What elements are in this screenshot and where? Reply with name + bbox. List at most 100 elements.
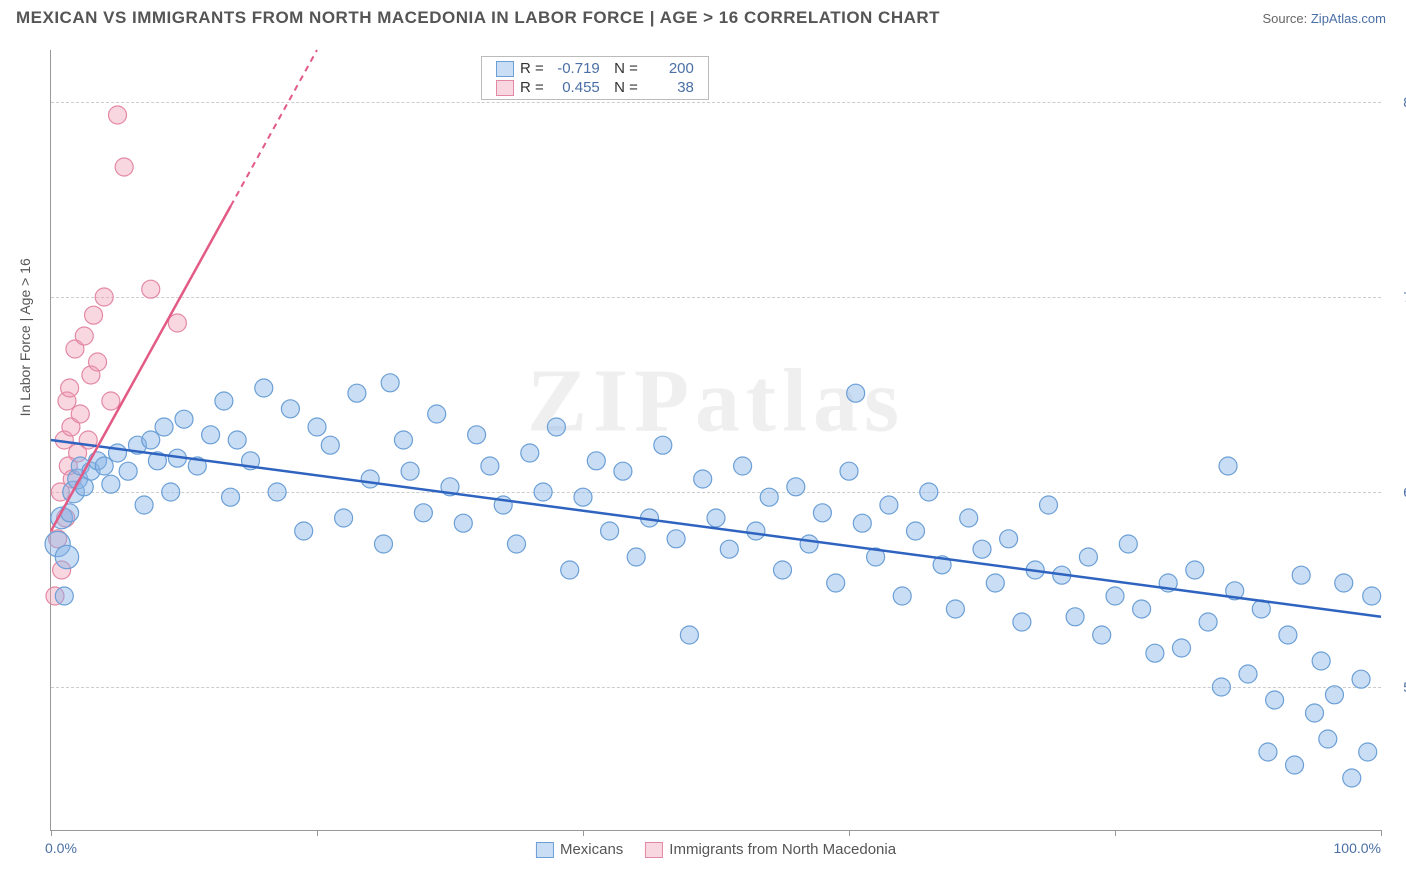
- y-tick-label: 72.5%: [1389, 289, 1406, 305]
- data-point: [1066, 608, 1084, 626]
- data-point: [454, 514, 472, 532]
- data-point: [175, 410, 193, 428]
- data-point: [1279, 626, 1297, 644]
- r-value-1: -0.719: [550, 60, 600, 77]
- data-point: [627, 548, 645, 566]
- legend-item: Mexicans: [536, 841, 623, 858]
- chart-plot-area: In Labor Force | Age > 16 57.5%65.0%72.5…: [50, 50, 1381, 831]
- y-axis-label: In Labor Force | Age > 16: [17, 258, 33, 416]
- data-point: [946, 600, 964, 618]
- data-point: [1292, 566, 1310, 584]
- data-point: [547, 418, 565, 436]
- data-point: [1173, 639, 1191, 657]
- data-point: [1000, 530, 1018, 548]
- data-point: [1335, 574, 1353, 592]
- trend-line: [51, 206, 231, 531]
- legend-item: Immigrants from North Macedonia: [645, 841, 896, 858]
- data-point: [1199, 613, 1217, 631]
- scatter-plot-svg: [51, 50, 1381, 830]
- data-point: [215, 392, 233, 410]
- data-point: [428, 405, 446, 423]
- data-point: [142, 431, 160, 449]
- source-link[interactable]: ZipAtlas.com: [1311, 11, 1386, 26]
- data-point: [135, 496, 153, 514]
- data-point: [381, 374, 399, 392]
- data-point: [295, 522, 313, 540]
- data-point: [115, 158, 133, 176]
- data-point: [222, 488, 240, 506]
- data-point: [654, 436, 672, 454]
- data-point: [71, 405, 89, 423]
- data-point: [734, 457, 752, 475]
- data-point: [268, 483, 286, 501]
- data-point: [667, 530, 685, 548]
- data-point: [109, 444, 127, 462]
- data-point: [468, 426, 486, 444]
- data-point: [853, 514, 871, 532]
- data-point: [394, 431, 412, 449]
- data-point: [1352, 670, 1370, 688]
- data-point: [534, 483, 552, 501]
- data-point: [162, 483, 180, 501]
- x-tick: [1381, 830, 1382, 836]
- data-point: [335, 509, 353, 527]
- data-point: [1306, 704, 1324, 722]
- data-point: [95, 457, 113, 475]
- data-point: [61, 379, 79, 397]
- data-point: [375, 535, 393, 553]
- x-tick-label: 100.0%: [1334, 840, 1381, 856]
- data-point: [75, 327, 93, 345]
- trend-line: [51, 440, 1381, 617]
- data-point: [880, 496, 898, 514]
- x-tick: [849, 830, 850, 836]
- data-point: [414, 504, 432, 522]
- data-point: [601, 522, 619, 540]
- data-point: [1286, 756, 1304, 774]
- data-point: [95, 288, 113, 306]
- data-point: [1219, 457, 1237, 475]
- data-point: [308, 418, 326, 436]
- data-point: [907, 522, 925, 540]
- data-point: [85, 306, 103, 324]
- data-point: [521, 444, 539, 462]
- data-point: [361, 470, 379, 488]
- data-point: [481, 457, 499, 475]
- data-point: [1343, 769, 1361, 787]
- data-point: [1259, 743, 1277, 761]
- bottom-legend: Mexicans Immigrants from North Macedonia: [536, 841, 896, 858]
- data-point: [102, 475, 120, 493]
- data-point: [813, 504, 831, 522]
- data-point: [281, 400, 299, 418]
- x-tick-label: 0.0%: [45, 840, 77, 856]
- data-point: [1013, 613, 1031, 631]
- x-tick: [583, 830, 584, 836]
- data-point: [587, 452, 605, 470]
- legend-label: Immigrants from North Macedonia: [669, 841, 896, 858]
- data-point: [1319, 730, 1337, 748]
- data-point: [109, 106, 127, 124]
- data-point: [155, 418, 173, 436]
- data-point: [1266, 691, 1284, 709]
- data-point: [800, 535, 818, 553]
- x-tick: [1115, 830, 1116, 836]
- data-point: [1119, 535, 1137, 553]
- data-point: [1312, 652, 1330, 670]
- data-point: [1079, 548, 1097, 566]
- data-point: [787, 478, 805, 496]
- data-point: [1363, 587, 1381, 605]
- data-point: [1146, 644, 1164, 662]
- data-point: [1106, 587, 1124, 605]
- data-point: [255, 379, 273, 397]
- data-point: [920, 483, 938, 501]
- data-point: [1040, 496, 1058, 514]
- source-attribution: Source: ZipAtlas.com: [1262, 11, 1386, 26]
- data-point: [102, 392, 120, 410]
- data-point: [720, 540, 738, 558]
- legend-swatch-macedonia: [496, 80, 514, 96]
- r-value-2: 0.455: [550, 79, 600, 96]
- chart-header: MEXICAN VS IMMIGRANTS FROM NORTH MACEDON…: [0, 0, 1406, 32]
- y-tick-label: 57.5%: [1389, 679, 1406, 695]
- legend-swatch-macedonia: [645, 842, 663, 858]
- data-point: [89, 353, 107, 371]
- data-point: [202, 426, 220, 444]
